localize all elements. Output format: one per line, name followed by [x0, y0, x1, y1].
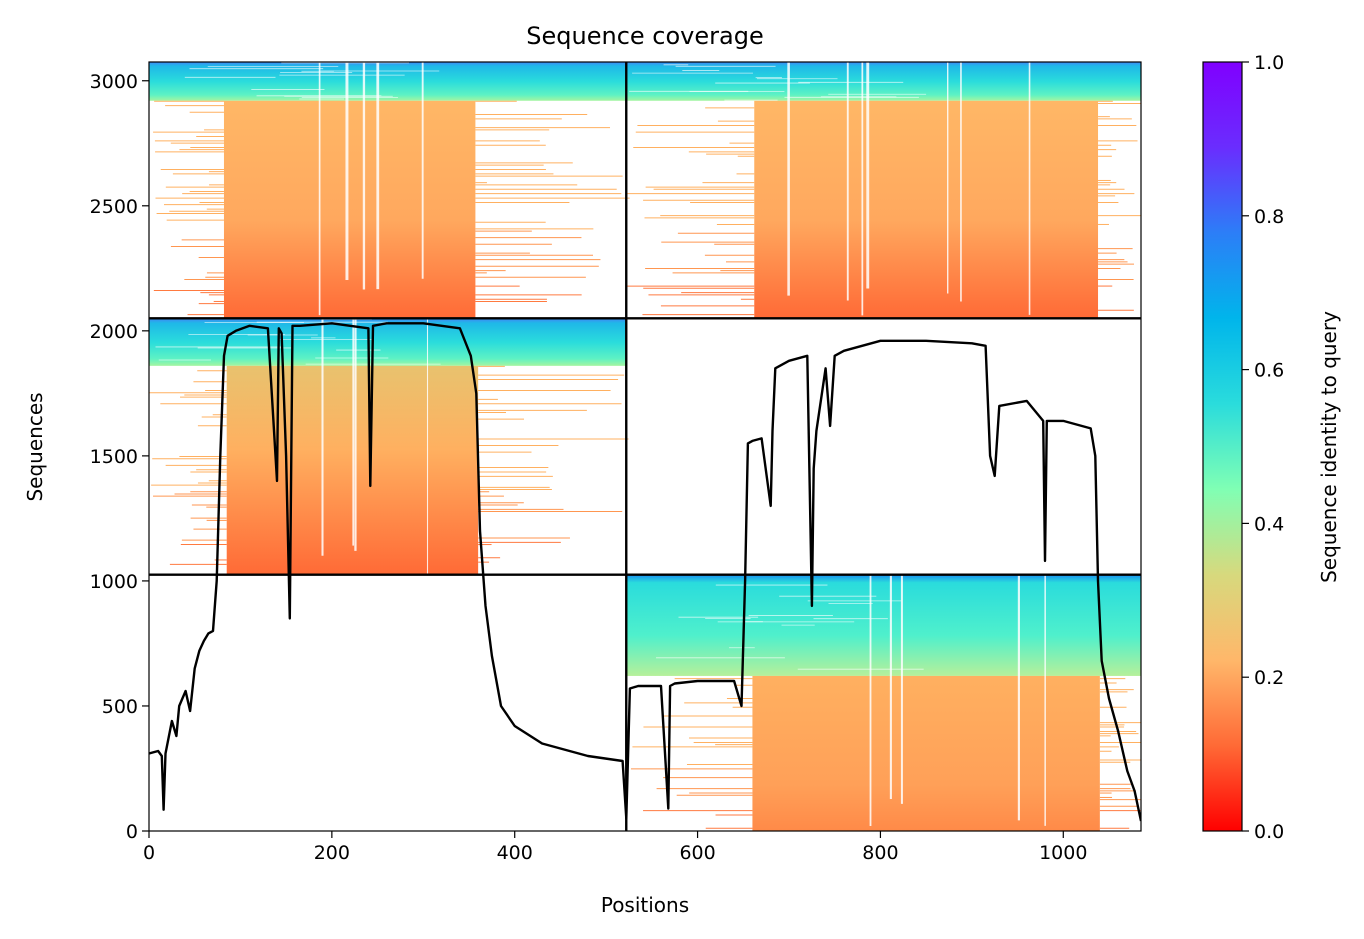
x-tick-label: 800	[862, 842, 898, 864]
chart-title: Sequence coverage	[526, 22, 763, 50]
colorbar-tick-label: 0.0	[1254, 821, 1284, 843]
x-axis-ticks: 0 200 400 600 800 1000	[143, 831, 1087, 864]
colorbar-tick-label: 0.4	[1254, 513, 1284, 535]
y-tick-label: 500	[102, 696, 138, 718]
group-boundaries	[149, 62, 1141, 831]
colorbar-tick-label: 0.8	[1254, 206, 1284, 228]
colorbar-tick-label: 1.0	[1254, 52, 1284, 74]
x-tick-label: 0	[143, 842, 155, 864]
low-identity-core	[752, 675, 1100, 831]
y-axis-label: Sequences	[23, 392, 47, 501]
y-tick-label: 0	[126, 821, 138, 843]
x-tick-label: 200	[314, 842, 350, 864]
y-tick-label: 1000	[90, 571, 138, 593]
coverage-line	[149, 322, 1141, 822]
y-tick-label: 2500	[90, 196, 138, 218]
colorbar-tick-label: 0.6	[1254, 360, 1284, 382]
x-tick-label: 400	[497, 842, 533, 864]
y-tick-label: 2000	[90, 321, 138, 343]
colorbar-tick-label: 0.2	[1254, 667, 1284, 689]
x-axis-label: Positions	[601, 893, 689, 917]
plot-frame	[148, 61, 1142, 832]
low-identity-core	[223, 100, 476, 319]
y-tick-label: 3000	[90, 71, 138, 93]
block-3	[149, 318, 629, 575]
high-identity-band	[626, 62, 1141, 101]
x-tick-label: 1000	[1039, 842, 1087, 864]
colorbar-ticks: 0.0 0.2 0.4 0.6 0.8 1.0	[1242, 52, 1284, 843]
x-tick-label: 600	[679, 842, 715, 864]
high-identity-band	[626, 574, 1141, 676]
alignment-blocks	[149, 62, 1141, 831]
y-axis-ticks: 0 500 1000 1500 2000 2500 3000	[90, 71, 149, 843]
colorbar-label: Sequence identity to query	[1317, 311, 1341, 583]
colorbar	[1202, 61, 1243, 832]
high-identity-band	[149, 318, 627, 366]
block-2	[626, 62, 1141, 319]
y-tick-label: 1500	[90, 446, 138, 468]
high-identity-band	[149, 62, 627, 101]
block-1	[149, 62, 630, 319]
block-4	[626, 574, 1141, 831]
low-identity-core	[754, 100, 1099, 319]
